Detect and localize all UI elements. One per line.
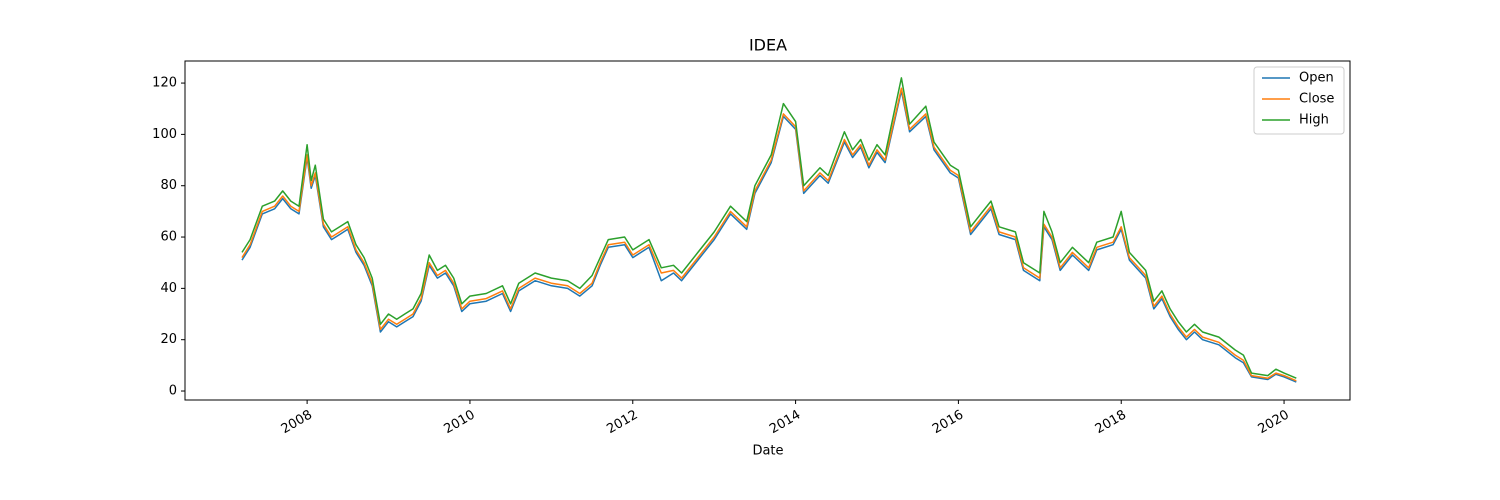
y-tick-label: 120 [152,76,177,91]
legend-label: Open [1299,71,1334,86]
y-tick-label: 80 [160,178,177,193]
x-tick-label: 2020 [1256,408,1292,438]
y-tick-label: 100 [152,127,177,142]
x-axis-label: Date [752,444,783,459]
x-tick-label: 2014 [767,408,803,438]
y-tick-label: 60 [160,230,177,245]
series-line [241,90,1297,383]
x-tick-label: 2018 [1093,408,1129,438]
x-tick-label: 2016 [930,408,966,438]
legend-label: Close [1299,92,1334,107]
y-tick-label: 20 [160,332,177,347]
series-line [241,77,1297,379]
x-tick-label: 2008 [279,408,315,438]
legend-label: High [1299,113,1329,128]
chart-title: IDEA [749,36,787,55]
plot-frame [184,60,1351,401]
x-tick-label: 2010 [442,408,478,438]
y-tick-label: 0 [169,384,177,399]
legend-box [1253,66,1345,135]
y-tick-label: 40 [160,281,177,296]
x-tick-label: 2012 [604,408,640,438]
series-line [241,87,1297,382]
